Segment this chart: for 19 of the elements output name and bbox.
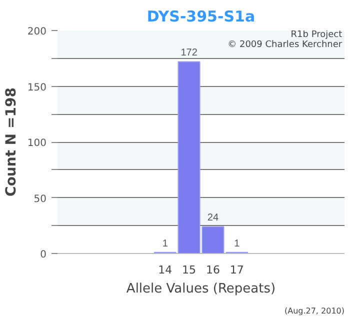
y-axis-title: Count N =198 (3, 88, 20, 196)
chart-title: DYS-395-S1a (146, 8, 256, 26)
data-label: 1 (162, 238, 168, 250)
annotation: © 2009 Charles Kerchner (228, 40, 342, 50)
x-tick-label: 15 (182, 264, 196, 276)
y-tick-label: 100 (27, 138, 47, 149)
x-tick-label: 14 (158, 264, 172, 276)
x-axis-title: Allele Values (Repeats) (126, 282, 276, 296)
y-tick-label: 0 (40, 250, 47, 260)
y-tick-label: 50 (34, 194, 47, 205)
x-tick-label: 16 (206, 264, 220, 276)
y-tick-label: 150 (27, 82, 47, 94)
data-label: 1 (234, 238, 240, 250)
x-tick-label: 17 (230, 264, 244, 276)
annotation: R1b Project (290, 30, 343, 40)
y-tick-label: 200 (27, 26, 47, 38)
text: (Aug.27, 2010) (284, 306, 344, 316)
data-label: 172 (180, 48, 198, 59)
data-label: 24 (207, 212, 219, 224)
